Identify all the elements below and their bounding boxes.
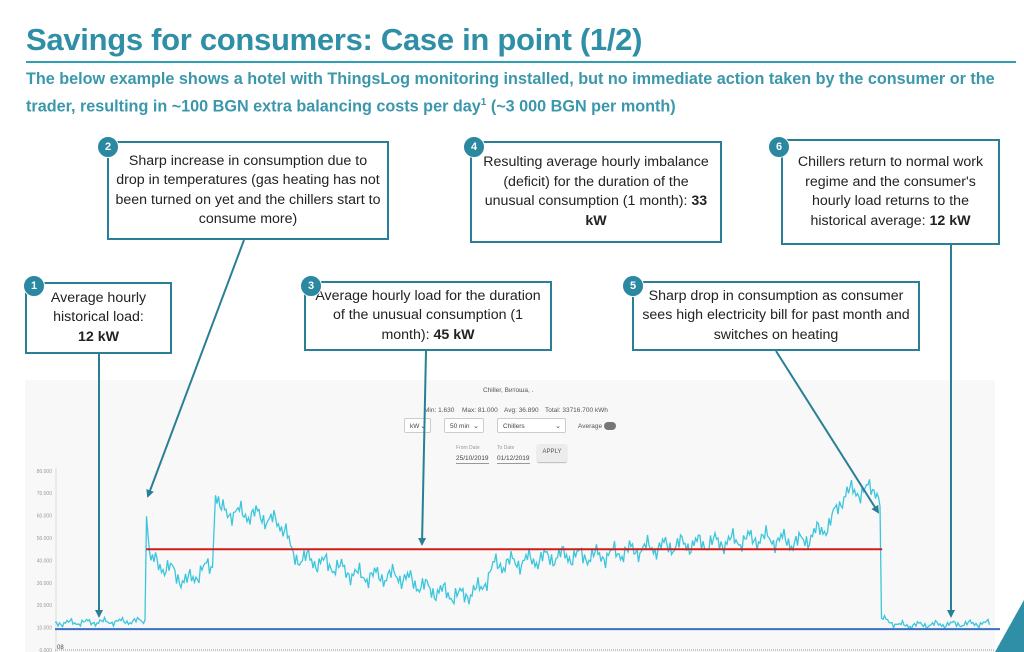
stat-total: Total: 33716.700 kWh [545, 407, 608, 414]
chart-title: Chiller, Витоша, . [483, 387, 534, 394]
callout-text: Resulting average hourly imbalance (defi… [483, 154, 709, 209]
callout-1-badge: 1 [23, 275, 45, 297]
footnote-marker: 1 [480, 97, 487, 108]
subtitle-tail: (~3 000 BGN per month) [486, 97, 676, 116]
callout-5: Sharp drop in consumption as consumer se… [632, 281, 920, 351]
callout-5-arrow [775, 350, 880, 514]
x-tick-label: 08 [57, 645, 64, 651]
callout-value: 33 kW [585, 193, 708, 229]
y-tick-label: 10.000 [37, 626, 53, 632]
callout-value: 45 kW [433, 326, 475, 343]
interval-select[interactable]: 50 min ⌄ [444, 418, 484, 433]
interval-select-value: 50 min [450, 423, 470, 430]
callout-text: Chillers return to normal work regime an… [797, 154, 984, 229]
slide-subtitle: The below example shows a hotel with Thi… [26, 68, 1006, 118]
y-tick-label: 70.000 [37, 491, 53, 497]
chevron-down-icon: ⌄ [473, 423, 479, 430]
callout-text: Sharp drop in consumption as consumer se… [642, 287, 910, 343]
from-date-label: From Date [456, 445, 480, 451]
stat-min: Min: 1.630 [424, 407, 455, 414]
callout-2: Sharp increase in consumption due to dro… [107, 141, 389, 240]
callout-text: Sharp increase in consumption due to dro… [115, 152, 381, 228]
y-tick-label: 40.000 [37, 558, 53, 564]
average-label: Average [578, 423, 603, 430]
y-tick-label: 20.000 [37, 603, 53, 609]
y-tick-label: 0.000 [39, 648, 52, 652]
callout-value: 12 kW [77, 328, 119, 345]
y-tick-label: 50.000 [37, 536, 53, 542]
callout-6: Chillers return to normal work regime an… [781, 139, 1000, 245]
callout-3-badge: 3 [300, 275, 322, 297]
callout-1: Average hourly historical load: 12 kW [25, 282, 172, 354]
unit-select-value: kW [410, 423, 420, 430]
stat-avg: Avg: 36.890 [504, 407, 539, 414]
slide-title: Savings for consumers: Case in point (1/… [26, 22, 643, 57]
callout-3: Average hourly load for the duration of … [304, 281, 552, 351]
callout-2-badge: 2 [97, 136, 119, 158]
to-date-input[interactable]: 01/12/2019 [497, 455, 530, 464]
apply-button[interactable]: APPLY [537, 444, 567, 462]
callout-3-arrow [418, 350, 427, 546]
y-tick-label: 80.000 [37, 469, 53, 475]
from-date-input[interactable]: 25/10/2019 [456, 455, 489, 464]
device-select[interactable]: Chillers ⌄ [497, 418, 566, 433]
callout-text: Average hourly historical load: [50, 289, 147, 326]
average-toggle[interactable] [604, 422, 616, 430]
callout-4: Resulting average hourly imbalance (defi… [470, 141, 722, 243]
subtitle-text: The below example shows a hotel with Thi… [26, 70, 995, 116]
callout-2-arrow [146, 239, 245, 498]
y-tick-label: 60.000 [37, 514, 53, 520]
callout-value: 12 kW [929, 212, 971, 229]
callout-text: Average hourly load for the duration of … [315, 287, 541, 343]
stat-max: Max: 81.000 [462, 407, 498, 414]
to-date-label: To Date [497, 445, 515, 451]
callout-6-badge: 6 [768, 136, 790, 158]
callout-4-badge: 4 [463, 136, 485, 158]
device-select-value: Chillers [503, 423, 525, 430]
title-divider [26, 61, 1016, 63]
chevron-down-icon: ⌄ [555, 423, 561, 430]
series-line-chillers [54, 479, 991, 631]
chevron-down-icon: ⌄ [420, 423, 426, 430]
y-tick-label: 30.000 [37, 581, 53, 587]
decorative-corner [995, 600, 1024, 652]
callout-5-badge: 5 [622, 275, 644, 297]
